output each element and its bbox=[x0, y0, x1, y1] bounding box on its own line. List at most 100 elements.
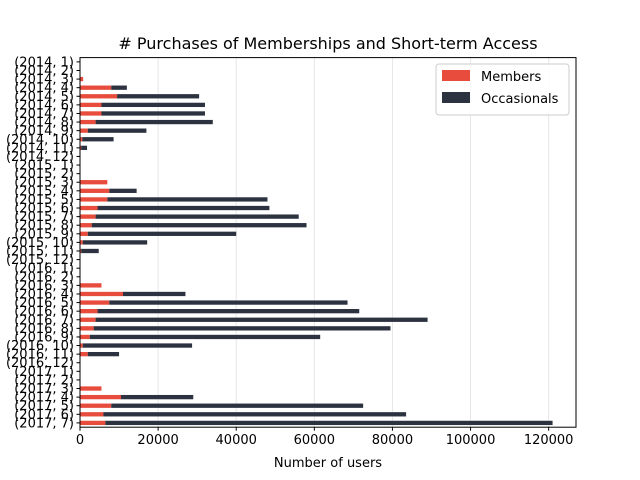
y-tick-label: (2016, 8) bbox=[14, 322, 74, 337]
y-tick-label: (2016, 6) bbox=[14, 305, 74, 320]
bar-occasionals bbox=[109, 188, 137, 193]
bar-members bbox=[80, 240, 83, 245]
bar-members bbox=[80, 343, 83, 348]
bar-members bbox=[80, 214, 96, 219]
y-tick-label: (2015, 7) bbox=[14, 210, 74, 225]
y-tick-label: (2014, 8) bbox=[14, 116, 74, 131]
bar-occasionals bbox=[81, 145, 88, 150]
y-tick-label: (2014, 11) bbox=[6, 141, 74, 156]
bar-occasionals bbox=[122, 291, 186, 297]
y-tick-label: (2016, 11) bbox=[6, 348, 74, 363]
bar-members bbox=[80, 326, 94, 331]
x-tick-label: 120000 bbox=[524, 433, 574, 448]
bar-occasionals bbox=[87, 351, 120, 357]
bar-occasionals bbox=[103, 412, 407, 417]
y-tick-label: (2016, 5) bbox=[14, 296, 74, 311]
x-axis-label: Number of users bbox=[274, 456, 382, 471]
legend-label-members: Members bbox=[481, 70, 541, 85]
bar-occasionals bbox=[117, 94, 200, 99]
chart-title: # Purchases of Memberships and Short-ter… bbox=[118, 34, 537, 53]
bar-occasionals bbox=[121, 394, 194, 400]
bar-members bbox=[80, 300, 110, 305]
bar-members bbox=[80, 248, 82, 254]
x-tick-label: 20000 bbox=[137, 433, 178, 448]
bar-members bbox=[80, 412, 104, 417]
bar-occasionals bbox=[101, 111, 205, 116]
bar-occasionals bbox=[89, 334, 321, 340]
x-tick-label: 100000 bbox=[446, 433, 496, 448]
bar-occasionals bbox=[95, 214, 299, 219]
x-tick-label: 80000 bbox=[372, 433, 413, 448]
y-axis-ticks: (2014, 1)(2014, 2)(2014, 3)(2014, 4)(201… bbox=[6, 55, 80, 431]
bar-occasionals bbox=[82, 343, 193, 348]
y-tick-label: (2015, 4) bbox=[14, 184, 74, 199]
y-tick-label: (2015, 8) bbox=[14, 219, 74, 234]
bar-occasionals bbox=[87, 128, 147, 133]
legend-swatch-occasionals bbox=[442, 92, 470, 103]
bar-occasionals bbox=[97, 205, 270, 211]
bar-members bbox=[80, 180, 108, 185]
bar-occasionals bbox=[82, 137, 114, 142]
bar-occasionals bbox=[97, 309, 360, 314]
bar-members bbox=[80, 291, 123, 297]
bar-occasionals bbox=[93, 326, 391, 331]
bar-occasionals bbox=[111, 85, 127, 90]
y-tick-label: (2017, 6) bbox=[14, 408, 74, 423]
y-tick-label: (2017, 3) bbox=[14, 382, 74, 397]
y-tick-label: (2016, 3) bbox=[14, 279, 74, 294]
y-tick-label: (2017, 7) bbox=[14, 416, 74, 431]
y-tick-label: (2017, 1) bbox=[14, 365, 74, 380]
y-tick-label: (2015, 3) bbox=[14, 176, 74, 191]
bar-occasionals bbox=[95, 119, 213, 125]
y-tick-label: (2015, 1) bbox=[14, 159, 74, 174]
legend: Members Occasionals bbox=[435, 63, 570, 116]
bar-members bbox=[80, 128, 88, 133]
y-tick-label: (2016, 10) bbox=[6, 339, 74, 354]
y-tick-label: (2015, 10) bbox=[6, 236, 74, 251]
bar-members bbox=[80, 85, 112, 90]
y-tick-label: (2014, 7) bbox=[14, 107, 74, 122]
bar-members bbox=[80, 197, 108, 202]
y-tick-label: (2014, 2) bbox=[14, 64, 74, 79]
y-tick-label: (2015, 2) bbox=[14, 167, 74, 182]
y-tick-label: (2016, 9) bbox=[14, 330, 74, 345]
y-tick-label: (2014, 12) bbox=[6, 150, 74, 165]
y-tick-label: (2014, 1) bbox=[14, 55, 74, 70]
bar-occasionals bbox=[82, 240, 148, 245]
y-tick-label: (2017, 2) bbox=[14, 373, 74, 388]
y-tick-label: (2016, 4) bbox=[14, 287, 74, 302]
x-tick-label: 60000 bbox=[294, 433, 335, 448]
y-tick-label: (2015, 5) bbox=[14, 193, 74, 208]
bar-occasionals bbox=[91, 223, 307, 228]
bar-occasionals bbox=[111, 403, 364, 408]
y-tick-label: (2016, 1) bbox=[14, 262, 74, 277]
y-tick-label: (2014, 10) bbox=[6, 133, 74, 148]
bar-members bbox=[80, 94, 118, 99]
y-tick-label: (2015, 9) bbox=[14, 227, 74, 242]
x-axis-ticks: 0 20000 40000 60000 80000 100000 120000 bbox=[76, 427, 574, 448]
bar-members bbox=[80, 386, 102, 391]
bar-members bbox=[80, 394, 122, 400]
bar-occasionals bbox=[101, 102, 205, 108]
y-tick-label: (2016, 12) bbox=[6, 356, 74, 371]
y-tick-label: (2017, 4) bbox=[14, 391, 74, 406]
bar-occasionals bbox=[95, 317, 428, 322]
y-tick-label: (2014, 5) bbox=[14, 90, 74, 105]
bar-members bbox=[80, 403, 112, 408]
y-tick-label: (2015, 11) bbox=[6, 244, 74, 259]
bar-members bbox=[80, 145, 82, 150]
bar-occasionals bbox=[87, 231, 237, 236]
bar-members bbox=[80, 76, 84, 82]
bar-members bbox=[80, 351, 88, 357]
bar-occasionals bbox=[81, 248, 99, 254]
x-tick-label: 40000 bbox=[216, 433, 257, 448]
legend-label-occasionals: Occasionals bbox=[481, 92, 559, 107]
y-tick-label: (2017, 5) bbox=[14, 399, 74, 414]
bar-members bbox=[80, 309, 98, 314]
bars bbox=[80, 76, 553, 426]
bar-members bbox=[80, 231, 88, 236]
bar-members bbox=[80, 334, 90, 340]
bar-occasionals bbox=[109, 300, 348, 305]
y-tick-label: (2016, 2) bbox=[14, 270, 74, 285]
legend-swatch-members bbox=[442, 70, 470, 81]
